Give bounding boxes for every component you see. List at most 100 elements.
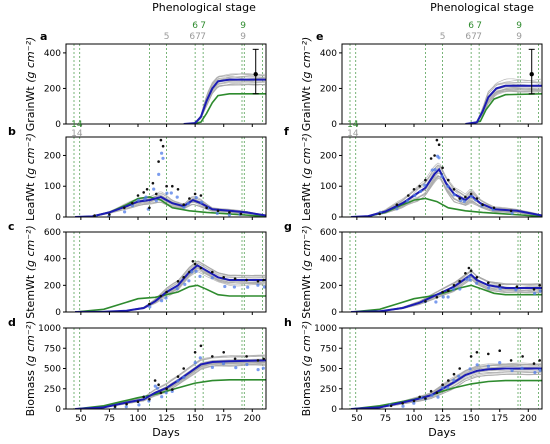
- obs-point: [165, 387, 168, 391]
- obs-assim-point: [215, 211, 219, 215]
- obs-assim-point: [430, 393, 434, 397]
- obs-point: [407, 194, 410, 197]
- ensemble-line: [66, 84, 265, 124]
- obs-assim-point: [246, 285, 250, 289]
- ensemble-line: [66, 361, 265, 409]
- obs-point: [435, 138, 439, 142]
- obs-point: [452, 188, 456, 191]
- obs-point: [157, 160, 160, 163]
- obs-assim-point: [157, 172, 161, 176]
- obs-point: [262, 357, 266, 361]
- axes-frame: [65, 136, 267, 218]
- obs-point: [467, 266, 471, 270]
- y-tick-label: 400: [320, 49, 337, 59]
- x-tick-label: 150: [187, 414, 204, 424]
- obs-point: [176, 188, 180, 191]
- y-tick-label: 200: [320, 151, 337, 161]
- obs-assim-point: [198, 274, 202, 278]
- obs-assim-point: [221, 362, 226, 366]
- obs-point: [148, 206, 151, 210]
- obs-point: [159, 138, 163, 142]
- y-tick-label: 1000: [314, 324, 337, 334]
- obs-point: [262, 278, 266, 282]
- axes-frame: [65, 43, 267, 125]
- baseline-line: [75, 379, 266, 409]
- y-axis-label: LeafWt (g cm⁻²): [300, 133, 313, 221]
- obs-point: [233, 357, 237, 361]
- panel-h: 0 250 500 750 1000 50 75 100 125 150 175 200 Days Bio…: [284, 316, 543, 439]
- obs-point: [447, 379, 450, 382]
- obs-point: [515, 285, 519, 289]
- obs-assim-point: [395, 207, 399, 211]
- obs-assim-point: [155, 386, 159, 390]
- stage-label-green: 6: [468, 21, 474, 31]
- panel-a: 0 200 400 GrainWt (g cm⁻²)a 6 7 9 5 67 7 9: [24, 21, 267, 131]
- stage-label-grey: 67: [189, 32, 200, 42]
- obs-assim-point: [175, 195, 179, 199]
- mean-line: [183, 78, 266, 124]
- stage-label-grey: 9: [240, 32, 246, 42]
- y-tick-label: 250: [44, 385, 61, 395]
- obs-assim-point: [153, 384, 157, 388]
- ensemble-line: [66, 80, 265, 124]
- ensemble-line: [66, 82, 265, 124]
- panel-d: 0 250 500 750 1000 50 75 100 125 150 175 200 Days Bio…: [8, 316, 267, 439]
- obs-point: [159, 294, 163, 298]
- ensemble-line: [66, 79, 265, 124]
- panel-letter: a: [40, 30, 47, 43]
- obs-assim-point: [446, 295, 450, 299]
- stage-label-grey: 4: [77, 129, 83, 139]
- axes-frame: [341, 136, 543, 218]
- obs-point: [401, 402, 404, 405]
- ensemble-line: [342, 82, 541, 124]
- y-tick-label: 0: [331, 308, 337, 318]
- obs-assim-point: [154, 199, 158, 203]
- stage-label-green: 1: [347, 120, 353, 130]
- obs-assim-point: [475, 363, 479, 367]
- obs-assim-point: [161, 156, 165, 160]
- obs-point: [412, 399, 416, 403]
- y-tick-label: 500: [44, 365, 61, 375]
- y-tick-label: 100: [320, 182, 337, 192]
- obs-assim-point: [123, 210, 127, 214]
- stage-label-green: 1: [71, 120, 77, 130]
- obs-point: [165, 290, 168, 294]
- obs-point: [211, 270, 214, 274]
- obs-assim-point: [538, 289, 542, 293]
- obs-assim-point: [533, 370, 537, 375]
- obs-assim-point: [190, 270, 194, 274]
- stage-label-green: 4: [353, 120, 359, 130]
- obs-point: [157, 383, 160, 387]
- baseline-line: [351, 284, 542, 312]
- ensemble-line: [342, 89, 541, 124]
- obs-point: [165, 184, 168, 188]
- y-tick-label: 750: [320, 344, 337, 354]
- obs-point: [182, 367, 185, 370]
- stage-label-green: 7: [476, 21, 482, 31]
- ensemble-line: [66, 362, 265, 409]
- obs-point: [429, 157, 433, 160]
- obs-assim-point: [458, 287, 462, 291]
- obs-point: [378, 212, 382, 216]
- obs-point: [447, 289, 450, 293]
- stage-label-green: 6: [192, 21, 198, 31]
- obs-assim-point: [520, 366, 524, 370]
- y-axis-label: GrainWt (g cm⁻²): [300, 37, 313, 132]
- obs-point: [159, 391, 163, 395]
- y-tick-label: 0: [331, 213, 337, 223]
- obs-point: [245, 278, 248, 282]
- obs-point: [538, 359, 541, 362]
- stage-label-grey: 9: [516, 32, 522, 42]
- ensemble-line: [342, 90, 541, 124]
- x-tick-label: 100: [405, 414, 422, 424]
- obs-point: [176, 375, 180, 378]
- ensemble-line: [342, 81, 541, 124]
- ensemble-line: [66, 362, 265, 409]
- baseline-line: [75, 284, 266, 312]
- axes-frame: [341, 43, 543, 125]
- obs-point: [188, 197, 191, 200]
- obs-point: [239, 212, 243, 216]
- obs-assim-point: [194, 196, 198, 200]
- x-tick-label: 175: [215, 414, 232, 424]
- obs-assim-point: [193, 361, 197, 365]
